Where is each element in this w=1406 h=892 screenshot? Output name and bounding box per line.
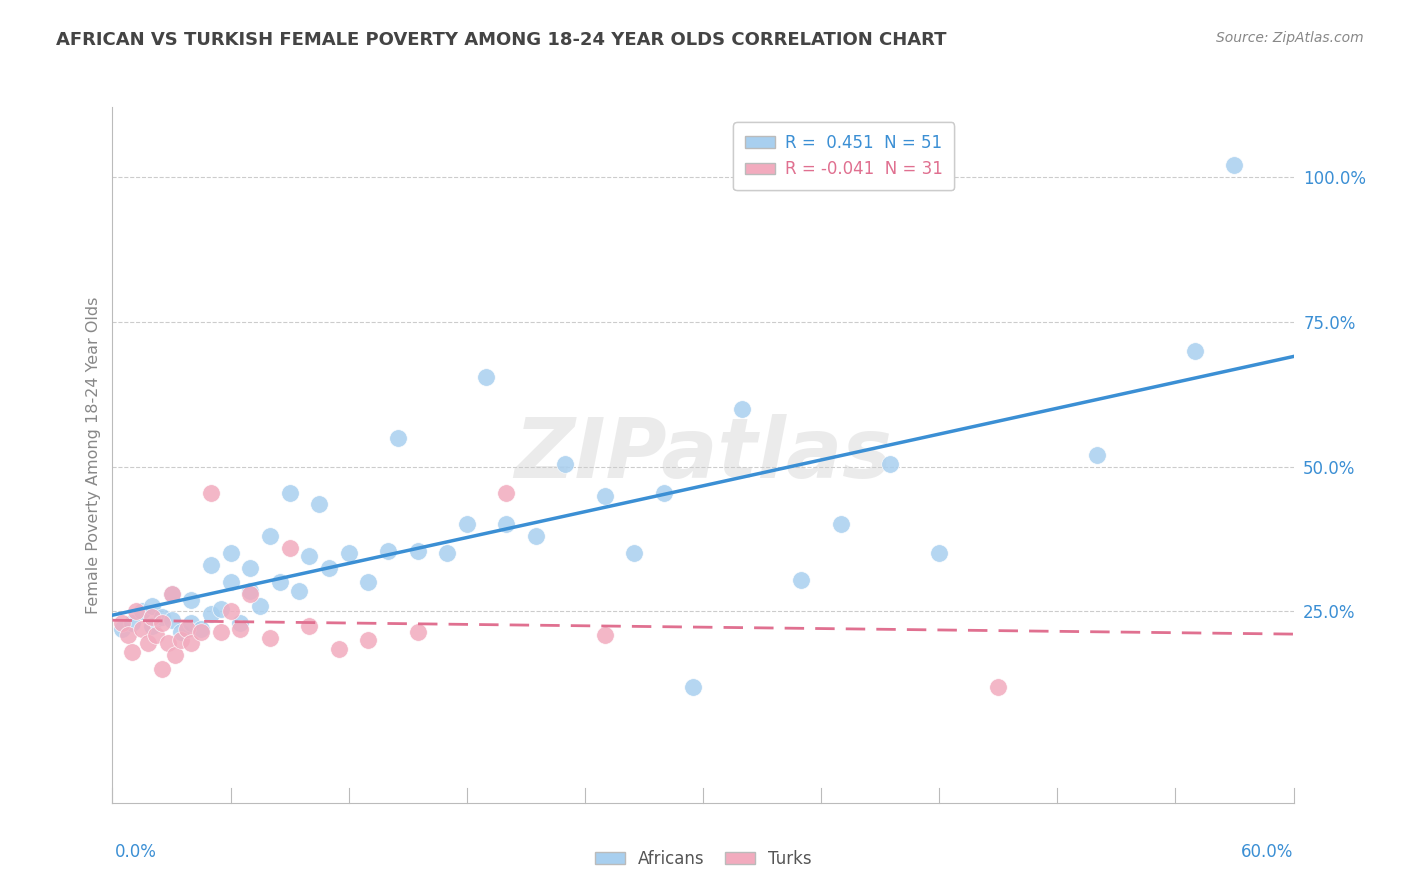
Point xyxy=(141,599,163,613)
Point xyxy=(239,587,262,601)
Point xyxy=(387,431,409,445)
Point xyxy=(200,485,222,500)
Point xyxy=(278,541,301,555)
Text: 60.0%: 60.0% xyxy=(1241,843,1294,861)
Point xyxy=(165,648,187,662)
Point xyxy=(239,584,262,599)
Point xyxy=(1085,448,1108,462)
Point xyxy=(141,610,163,624)
Point xyxy=(357,575,380,590)
Point xyxy=(209,624,232,639)
Point xyxy=(111,622,134,636)
Point xyxy=(219,605,242,619)
Point xyxy=(337,546,360,561)
Point xyxy=(830,517,852,532)
Y-axis label: Female Poverty Among 18-24 Year Olds: Female Poverty Among 18-24 Year Olds xyxy=(86,296,101,614)
Point xyxy=(200,558,222,573)
Point xyxy=(987,680,1010,694)
Point xyxy=(180,615,202,630)
Point xyxy=(524,529,547,543)
Point xyxy=(121,645,143,659)
Point xyxy=(209,601,232,615)
Point xyxy=(145,628,167,642)
Point xyxy=(682,680,704,694)
Point xyxy=(239,561,262,575)
Point xyxy=(593,628,616,642)
Point xyxy=(131,605,153,619)
Point xyxy=(298,619,321,633)
Point xyxy=(150,662,173,677)
Point xyxy=(156,636,179,650)
Point xyxy=(141,619,163,633)
Point xyxy=(495,485,517,500)
Point xyxy=(229,622,252,636)
Point xyxy=(623,546,645,561)
Point xyxy=(190,624,212,639)
Point xyxy=(259,631,281,645)
Point xyxy=(150,610,173,624)
Point xyxy=(117,628,139,642)
Point xyxy=(180,636,202,650)
Point xyxy=(406,624,429,639)
Point xyxy=(219,575,242,590)
Point xyxy=(111,615,134,630)
Point xyxy=(136,636,159,650)
Text: AFRICAN VS TURKISH FEMALE POVERTY AMONG 18-24 YEAR OLDS CORRELATION CHART: AFRICAN VS TURKISH FEMALE POVERTY AMONG … xyxy=(56,31,946,49)
Point xyxy=(160,587,183,601)
Point xyxy=(229,615,252,630)
Point xyxy=(131,622,153,636)
Legend: Africans, Turks: Africans, Turks xyxy=(588,844,818,875)
Point xyxy=(475,369,498,384)
Legend: R =  0.451  N = 51, R = -0.041  N = 31: R = 0.451 N = 51, R = -0.041 N = 31 xyxy=(734,122,955,190)
Point xyxy=(456,517,478,532)
Point xyxy=(180,592,202,607)
Point xyxy=(170,624,193,639)
Point xyxy=(357,633,380,648)
Point xyxy=(495,517,517,532)
Point xyxy=(554,457,576,471)
Point xyxy=(298,549,321,564)
Point xyxy=(790,573,813,587)
Point xyxy=(1223,158,1246,172)
Point xyxy=(200,607,222,622)
Point xyxy=(259,529,281,543)
Point xyxy=(928,546,950,561)
Text: ZIPatlas: ZIPatlas xyxy=(515,415,891,495)
Point xyxy=(125,605,148,619)
Point xyxy=(318,561,340,575)
Point xyxy=(190,622,212,636)
Point xyxy=(170,633,193,648)
Point xyxy=(436,546,458,561)
Point xyxy=(249,599,271,613)
Point xyxy=(121,615,143,630)
Point xyxy=(879,457,901,471)
Point xyxy=(328,642,350,657)
Point xyxy=(593,489,616,503)
Point xyxy=(160,587,183,601)
Point xyxy=(269,575,291,590)
Point xyxy=(160,613,183,627)
Point xyxy=(150,615,173,630)
Text: Source: ZipAtlas.com: Source: ZipAtlas.com xyxy=(1216,31,1364,45)
Point xyxy=(219,546,242,561)
Point xyxy=(288,584,311,599)
Point xyxy=(406,543,429,558)
Point xyxy=(377,543,399,558)
Point xyxy=(652,485,675,500)
Point xyxy=(176,622,198,636)
Text: 0.0%: 0.0% xyxy=(115,843,157,861)
Point xyxy=(731,401,754,416)
Point xyxy=(1184,343,1206,358)
Point xyxy=(308,497,330,511)
Point xyxy=(278,485,301,500)
